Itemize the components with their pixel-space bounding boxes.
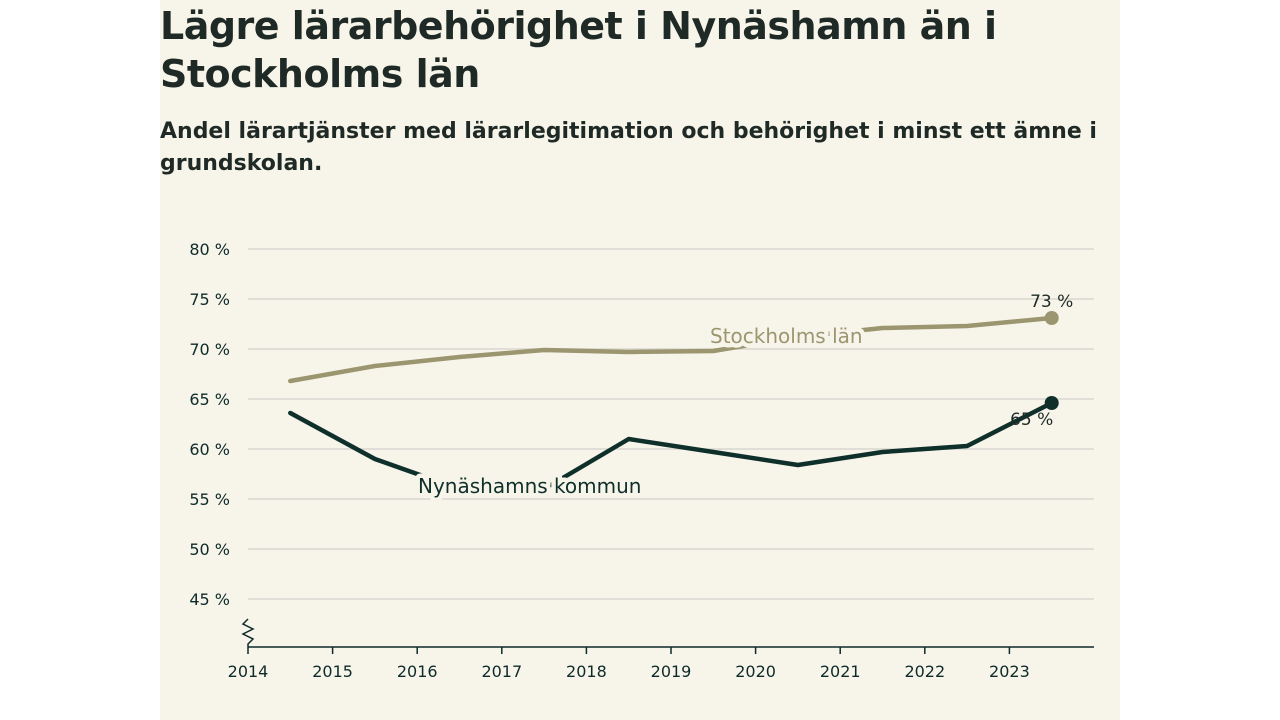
series-label-nynashamn: Nynäshamns kommun xyxy=(418,474,641,498)
y-axis-ticks: 45 % 50 % 55 % 60 % 65 % 70 % 75 % 80 % xyxy=(189,240,230,609)
x-tick-label: 2015 xyxy=(312,662,353,681)
x-axis: 2014 2015 2016 2017 2018 2019 2020 2021 2022 2023 xyxy=(228,618,1094,681)
line-chart: 45 %50 %55 %60 %65 %70 %75 %80 % 2014 201… xyxy=(189,240,1094,681)
x-tick-label: 2014 xyxy=(228,662,269,681)
x-tick-label: 2021 xyxy=(820,662,861,681)
y-tick-label: 75 % xyxy=(189,290,230,309)
end-point-nynashamn xyxy=(1044,396,1059,410)
y-tick-label: 45 % xyxy=(189,590,230,609)
axis-break-icon xyxy=(241,618,255,647)
series-line-nynashamn xyxy=(288,400,1054,492)
chart-title: Lägre lärarbehörighet i Nynäshamn än i S… xyxy=(160,4,997,96)
grid-lines xyxy=(248,248,1094,600)
y-tick-label: 55 % xyxy=(189,490,230,509)
x-tick-label: 2023 xyxy=(989,662,1030,681)
y-tick-label: 65 % xyxy=(189,390,230,409)
series-line-stockholm xyxy=(288,315,1054,384)
x-tick-label: 2022 xyxy=(904,662,945,681)
y-tick-label: 60 % xyxy=(189,440,230,459)
y-tick-label: 70 % xyxy=(189,340,230,359)
y-tick-label: 80 % xyxy=(189,240,230,259)
x-tick-label: 2018 xyxy=(566,662,607,681)
series-lines xyxy=(288,311,1059,492)
x-tick-label: 2017 xyxy=(481,662,522,681)
x-tick-label: 2016 xyxy=(397,662,438,681)
chart-panel: Lägre lärarbehörighet i Nynäshamn än i S… xyxy=(160,0,1120,720)
chart-subtitle: Andel lärartjänster med lärarlegitimatio… xyxy=(160,119,1097,176)
y-tick-label: 50 % xyxy=(189,540,230,559)
end-value-label-stockholm: 73 % xyxy=(1030,292,1073,312)
x-tick-label: 2019 xyxy=(651,662,692,681)
end-value-label-nynashamn: 65 % xyxy=(1010,410,1053,430)
series-labels: 73 % Stockholms län 65 % Nynäshamns kommun xyxy=(414,292,1074,503)
series-label-stockholm: Stockholms län xyxy=(710,324,863,348)
x-tick-label: 2020 xyxy=(735,662,776,681)
end-point-stockholm xyxy=(1044,311,1059,325)
